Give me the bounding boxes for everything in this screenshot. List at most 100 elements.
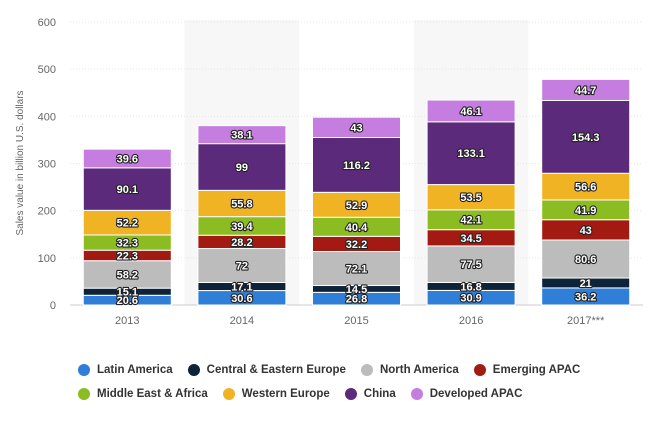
legend-marker — [187, 363, 200, 376]
legend-label: Developed APAC — [429, 387, 523, 400]
data-label: 30.6 — [231, 293, 252, 305]
bar-segment[interactable] — [312, 116, 401, 139]
data-label: 77.5 — [460, 259, 481, 271]
bar-segment[interactable] — [541, 172, 631, 201]
data-label: 38.1 — [231, 130, 252, 142]
data-label: 133.1 — [457, 148, 485, 160]
data-label: 43 — [350, 122, 362, 134]
data-label: 44.7 — [575, 85, 596, 97]
y-tick-label: 100 — [38, 253, 56, 265]
data-label: 99 — [236, 162, 248, 174]
legend-marker — [410, 387, 423, 400]
y-tick-label: 200 — [38, 206, 56, 218]
bar-segment[interactable] — [426, 184, 516, 211]
data-label: 30.9 — [460, 293, 481, 305]
y-axis-title: Sales value in billion U.S. dollars — [15, 90, 26, 235]
legend-marker — [473, 363, 486, 376]
data-label: 22.3 — [117, 250, 138, 262]
data-label: 80.6 — [575, 254, 596, 266]
legend-item-china[interactable]: China — [344, 387, 396, 400]
x-tick-label: 2015 — [344, 315, 368, 327]
data-label: 32.3 — [117, 238, 138, 250]
data-label: 32.2 — [346, 239, 367, 251]
data-label: 116.2 — [343, 160, 370, 172]
data-label: 26.8 — [346, 294, 367, 306]
bar-segment[interactable] — [197, 189, 287, 218]
legend-item-central-eastern-europe[interactable]: Central & Eastern Europe — [187, 363, 346, 376]
bar-segment[interactable] — [197, 125, 287, 145]
y-tick-label: 0 — [50, 300, 56, 312]
data-label: 34.5 — [460, 233, 481, 245]
x-tick-label: 2016 — [459, 315, 483, 327]
data-label: 28.2 — [231, 237, 252, 249]
legend-marker — [78, 363, 90, 376]
legend-label: China — [363, 387, 396, 400]
y-tick-label: 500 — [38, 64, 56, 76]
data-label: 39.4 — [231, 221, 253, 233]
legend-label: Emerging APAC — [492, 363, 581, 376]
y-tick-label: 300 — [38, 159, 56, 171]
data-label: 21 — [580, 278, 592, 290]
legend-row: Middle East & Africa Western Europe Chin… — [78, 383, 638, 404]
bar-segment[interactable] — [312, 137, 401, 193]
data-label: 52.2 — [117, 218, 138, 230]
data-label: 40.4 — [346, 222, 368, 234]
data-label: 72.1 — [346, 264, 367, 276]
data-label: 90.1 — [117, 184, 138, 196]
bar-segment[interactable] — [426, 99, 516, 123]
bar-segment[interactable] — [541, 78, 631, 101]
legend-item-emerging-apac[interactable]: Emerging APAC — [473, 363, 581, 376]
data-label: 41.9 — [575, 205, 596, 217]
y-tick-label: 400 — [38, 111, 56, 123]
y-axis-tick-labels: 0 100 200 300 400 500 600 — [38, 17, 56, 312]
legend-item-western-europe[interactable]: Western Europe — [222, 387, 330, 400]
bar-segment[interactable] — [541, 99, 631, 174]
legend-item-developed-apac[interactable]: Developed APAC — [410, 387, 523, 400]
data-label: 14.5 — [346, 284, 367, 296]
data-label: 17.1 — [231, 282, 252, 294]
legend-label: Latin America — [97, 363, 173, 376]
bar-segment[interactable] — [312, 191, 401, 218]
bar-segment[interactable] — [82, 260, 172, 289]
legend-marker — [78, 387, 90, 400]
data-label: 72 — [236, 261, 248, 273]
data-label: 42.1 — [460, 215, 481, 227]
legend-marker — [344, 387, 357, 400]
data-label: 53.5 — [460, 192, 481, 204]
data-label: 56.6 — [575, 182, 596, 194]
x-tick-label: 2013 — [115, 315, 139, 327]
y-tick-label: 600 — [38, 17, 56, 29]
legend-item-middle-east-africa[interactable]: Middle East & Africa — [78, 387, 208, 400]
legend-item-north-america[interactable]: North America — [360, 363, 459, 376]
data-label: 46.1 — [460, 106, 481, 118]
bar-segment[interactable] — [82, 209, 172, 236]
data-label: 154.3 — [572, 132, 600, 144]
legend-item-latin-america[interactable]: Latin America — [78, 363, 173, 376]
x-tick-label: 2014 — [230, 315, 254, 327]
data-label: 39.6 — [117, 154, 138, 166]
legend-label: Middle East & Africa — [97, 387, 208, 400]
bar-segment[interactable] — [541, 239, 631, 279]
data-label: 58.2 — [117, 269, 138, 281]
data-label: 20.6 — [117, 295, 138, 307]
legend-row: Latin America Central & Eastern Europe N… — [78, 359, 638, 380]
data-labels: 20.615.1 58.2 22.332.3 52.2 90.1 39.6 30.617.1… — [115, 84, 600, 308]
data-label: 36.2 — [575, 291, 596, 303]
data-label: 16.8 — [460, 281, 481, 293]
bar-segment[interactable] — [82, 167, 172, 211]
legend-label: Western Europe — [241, 387, 330, 400]
x-axis-tick-labels: 2013 2014 2015 2016 2017*** — [115, 315, 605, 327]
bar-segment[interactable] — [82, 148, 172, 169]
legend-marker — [222, 387, 235, 400]
legend-marker — [360, 363, 373, 376]
legend-label: Central & Eastern Europe — [206, 363, 346, 376]
x-tick-label: 2017*** — [567, 315, 605, 327]
data-label: 52.9 — [346, 200, 367, 212]
data-label: 55.8 — [231, 198, 252, 210]
stacked-bar-chart: 0 100 200 300 400 500 600 Sales value in billi… — [15, 17, 643, 327]
bar-segments — [82, 78, 631, 306]
data-label: 15.1 — [117, 287, 138, 299]
data-label: 43 — [580, 225, 592, 237]
bar-segment[interactable] — [197, 248, 287, 284]
legend: Latin America Central & Eastern Europe N… — [78, 359, 638, 407]
